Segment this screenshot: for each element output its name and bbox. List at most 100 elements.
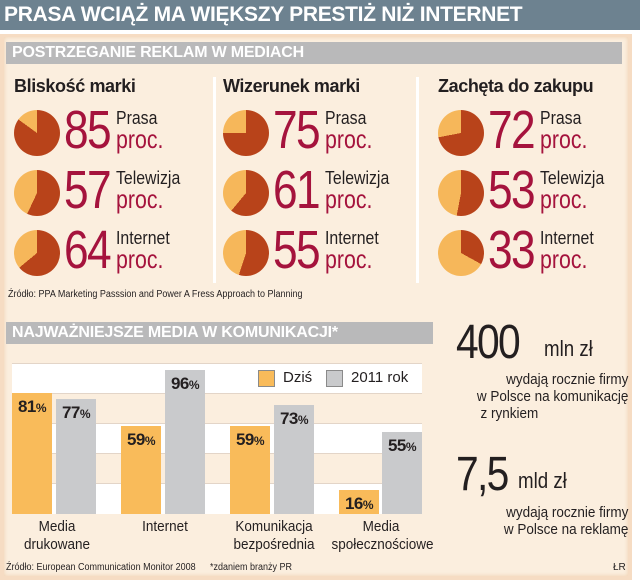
source-note: Źródło: PPA Marketing Passsion and Power… xyxy=(8,289,303,300)
description-line: w Polsce na komunikację xyxy=(476,388,628,405)
gridline xyxy=(12,453,422,454)
page-title: PRASA WCIĄŻ MA WIĘKSZY PRESTIŻ NIŻ INTER… xyxy=(0,0,640,30)
stat-value: 85 xyxy=(64,100,112,160)
stat-value: 57 xyxy=(64,160,112,220)
bar-2011-social: 55% xyxy=(382,431,422,514)
stat-value: 75 xyxy=(273,100,321,160)
description-line: wydają rocznie firmy xyxy=(505,504,628,521)
stat-value: 64 xyxy=(64,220,112,280)
stat-row-internet: 33 Internet proc. xyxy=(436,220,636,282)
bar-chart: 81% 77% 59% 96% 59% 73% 16% 55% xyxy=(12,363,422,514)
category-label: Media drukowane xyxy=(8,518,107,554)
bar-today-print: 81% xyxy=(12,392,52,514)
pie-chart-icon xyxy=(438,230,484,276)
bar-today-internet: 59% xyxy=(121,425,161,514)
category-label: Internet xyxy=(116,518,215,536)
pie-chart-icon xyxy=(14,230,60,276)
bar-2011-internet: 96% xyxy=(165,370,205,514)
source-note: Źródło: European Communication Monitor 2… xyxy=(6,562,196,573)
stat-communication-description: wydają rocznie firmy w Polsce na komunik… xyxy=(476,371,628,422)
author-credit: ŁR xyxy=(613,562,626,573)
category-line: społecznościowe xyxy=(331,536,434,553)
pie-chart-icon xyxy=(438,170,484,216)
column-title: Bliskość marki xyxy=(14,76,136,96)
stat-row-press: 85 Prasa proc. xyxy=(12,100,212,162)
bar-value: 77 xyxy=(61,402,80,422)
stat-unit: proc. xyxy=(325,124,373,154)
section-title-key-media: NAJWAŻNIEJSZE MEDIA W KOMUNIKACJI* xyxy=(6,322,433,344)
stat-label: Prasa xyxy=(116,108,158,128)
stat-label: Internet xyxy=(116,228,170,248)
bar-value: 55 xyxy=(387,435,406,455)
legend-swatch-2011 xyxy=(326,370,343,387)
gridline xyxy=(12,393,422,394)
percent-sign: % xyxy=(188,378,200,392)
bar-today-direct: 59% xyxy=(230,425,270,514)
category-line: Komunikacja xyxy=(235,518,313,535)
pie-chart-icon xyxy=(223,110,269,156)
stat-unit: proc. xyxy=(325,244,373,274)
pie-chart-icon xyxy=(438,110,484,156)
column-purchase-incentive: Zachęta do zakupu 72 Prasa proc. 53 Tele… xyxy=(428,70,638,282)
stat-unit: proc. xyxy=(540,184,588,214)
percent-sign: % xyxy=(297,412,309,427)
stat-row-press: 72 Prasa proc. xyxy=(436,100,636,162)
column-brand-image: Wizerunek marki 75 Prasa proc. 61 Telewi… xyxy=(213,70,423,282)
footnote: *zdaniem branży PR xyxy=(210,562,293,573)
category-line: bezpośrednia xyxy=(233,536,315,553)
description-line: wydają rocznie firmy xyxy=(505,371,628,388)
stat-row-tv: 61 Telewizja proc. xyxy=(221,160,421,222)
bar-value: 96 xyxy=(170,374,189,393)
bar-today-social: 16% xyxy=(339,490,379,514)
bar-value: 59 xyxy=(126,429,145,449)
gridline xyxy=(12,363,422,364)
column-title: Wizerunek marki xyxy=(223,76,360,96)
stat-label: Telewizja xyxy=(540,168,605,188)
stat-unit: proc. xyxy=(540,124,588,154)
column-brand-closeness: Bliskość marki 85 Prasa proc. 57 Telewiz… xyxy=(4,70,214,282)
stat-label: Telewizja xyxy=(116,168,181,188)
bar-value: 81 xyxy=(17,396,36,416)
description-line: z rynkiem xyxy=(480,405,538,422)
stat-value: 72 xyxy=(488,100,536,160)
bar-2011-direct: 73% xyxy=(274,404,314,514)
stat-unit: proc. xyxy=(116,184,164,214)
bar-value: 73 xyxy=(279,408,298,428)
category-line: drukowane xyxy=(23,536,91,553)
bar-2011-print: 77% xyxy=(56,398,96,514)
column-divider xyxy=(213,77,216,283)
stat-label: Telewizja xyxy=(325,168,390,188)
stat-value: 61 xyxy=(273,160,321,220)
stat-label: Prasa xyxy=(540,108,582,128)
pie-chart-icon xyxy=(14,170,60,216)
stat-row-internet: 55 Internet proc. xyxy=(221,220,421,282)
stat-label: Prasa xyxy=(325,108,367,128)
grid-band xyxy=(12,363,422,393)
stat-value: 53 xyxy=(488,160,536,220)
stat-label: Internet xyxy=(325,228,379,248)
pie-chart-icon xyxy=(14,110,60,156)
description-line: w Polsce na reklamę xyxy=(503,521,628,538)
section-title-ad-perception: POSTRZEGANIE REKLAM W MEDIACH xyxy=(6,42,622,64)
category-line: Media xyxy=(38,518,76,535)
stat-unit: proc. xyxy=(116,244,164,274)
category-label: Media społecznościowe xyxy=(331,518,434,554)
gridline xyxy=(12,483,422,484)
category-line: Internet xyxy=(142,518,188,535)
pie-chart-icon xyxy=(223,230,269,276)
stat-advertising-unit: mld zł xyxy=(518,468,567,493)
stat-unit: proc. xyxy=(325,184,373,214)
legend-label-2011: 2011 rok xyxy=(351,369,409,386)
legend-label-today: Dziś xyxy=(283,369,313,386)
column-divider xyxy=(416,77,419,283)
column-title: Zachęta do zakupu xyxy=(438,76,594,96)
gridline xyxy=(12,423,422,424)
stat-advertising-description: wydają rocznie firmy w Polsce na reklamę xyxy=(503,504,628,538)
stat-row-internet: 64 Internet proc. xyxy=(12,220,212,282)
stat-value: 55 xyxy=(273,220,321,280)
percent-sign: % xyxy=(79,406,91,421)
percent-sign: % xyxy=(253,433,265,448)
pie-chart-icon xyxy=(223,170,269,216)
stat-unit: proc. xyxy=(116,124,164,154)
bar-value: 16 xyxy=(344,494,363,513)
